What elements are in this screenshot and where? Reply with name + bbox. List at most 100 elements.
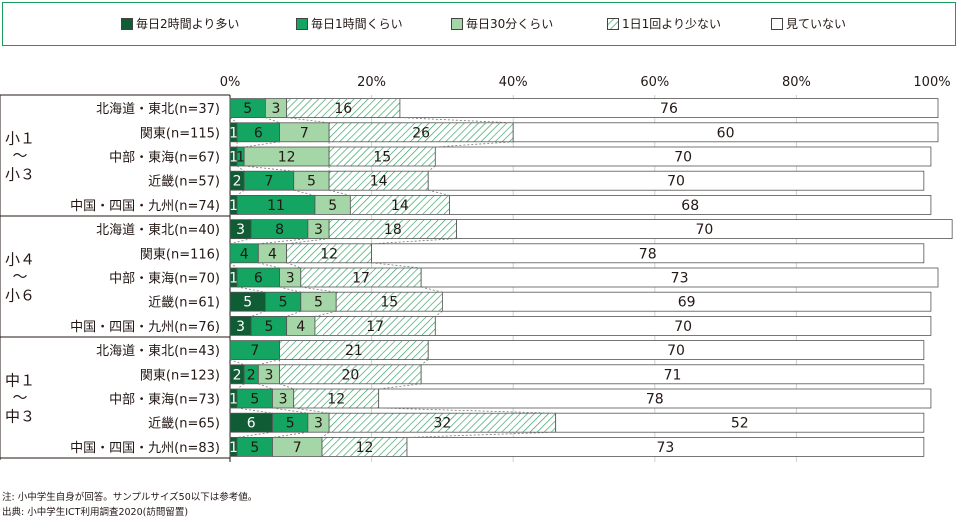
connector-line bbox=[371, 238, 457, 245]
connector-line bbox=[258, 262, 280, 269]
data-label: 7 bbox=[300, 125, 309, 141]
connector-line bbox=[272, 407, 308, 414]
connector-line bbox=[399, 117, 514, 124]
legend-item: 毎日1時間くらい bbox=[296, 15, 403, 32]
connector-line bbox=[279, 286, 301, 293]
connector-line bbox=[321, 431, 330, 438]
bar-segment bbox=[434, 315, 932, 336]
data-label: 3 bbox=[314, 222, 323, 238]
data-label: 1 bbox=[236, 150, 245, 166]
connector-line bbox=[286, 117, 330, 124]
group-label-sep: 〜 bbox=[12, 268, 27, 286]
data-label: 3 bbox=[279, 392, 288, 408]
connector-line bbox=[293, 189, 316, 196]
category-label: 近畿(n=57) bbox=[148, 175, 220, 190]
bar-segment bbox=[427, 170, 925, 191]
data-label: 18 bbox=[384, 222, 402, 238]
connector-line bbox=[378, 383, 422, 390]
data-label: 12 bbox=[320, 246, 338, 262]
connector-line bbox=[229, 238, 252, 245]
connector-line bbox=[286, 238, 330, 245]
data-label: 1 bbox=[229, 271, 238, 287]
data-label: 5 bbox=[307, 174, 316, 190]
category-label: 北海道・東北(n=40) bbox=[96, 222, 220, 238]
bar-segment bbox=[555, 412, 925, 433]
bar-segment bbox=[406, 436, 925, 457]
data-label: 5 bbox=[250, 440, 259, 456]
connector-line bbox=[371, 262, 422, 269]
data-label: 70 bbox=[667, 174, 685, 190]
connector-line bbox=[300, 286, 337, 293]
connector-line bbox=[272, 431, 308, 438]
connector-line bbox=[428, 165, 436, 172]
data-label: 21 bbox=[345, 343, 363, 359]
connector-line bbox=[329, 189, 351, 196]
data-label: 73 bbox=[657, 440, 675, 456]
data-label: 4 bbox=[268, 246, 277, 262]
connector-line bbox=[229, 262, 238, 269]
data-label: 17 bbox=[366, 319, 384, 335]
data-label: 17 bbox=[352, 271, 370, 287]
tick-label: 0% bbox=[220, 75, 241, 90]
connector-line bbox=[435, 310, 443, 317]
connector-line bbox=[236, 189, 245, 196]
connector-line bbox=[286, 262, 301, 269]
connector-line bbox=[236, 165, 245, 172]
data-label: 73 bbox=[671, 271, 689, 287]
connector-line bbox=[237, 286, 266, 293]
category-label: 中国・四国・九州(n=76) bbox=[70, 320, 220, 335]
data-label: 2 bbox=[233, 174, 242, 190]
data-label: 70 bbox=[674, 319, 692, 335]
tick-label: 40% bbox=[499, 75, 528, 90]
data-label: 26 bbox=[412, 125, 430, 141]
bar-segment bbox=[456, 219, 953, 240]
legend-swatch-1h bbox=[296, 17, 308, 30]
category-label: 中部・東海(n=73) bbox=[109, 392, 220, 408]
data-label: 5 bbox=[279, 295, 288, 311]
data-label: 3 bbox=[236, 319, 245, 335]
bar-segment bbox=[420, 267, 939, 288]
data-label: 2 bbox=[247, 367, 256, 383]
connector-line bbox=[265, 117, 280, 124]
data-label: 5 bbox=[243, 101, 252, 117]
connector-line bbox=[244, 165, 294, 172]
data-label: 1 bbox=[229, 198, 238, 214]
category-label: 中国・四国・九州(n=83) bbox=[70, 441, 220, 456]
category-labels: 北海道・東北(n=37) 関東(n=115) 中部・東海(n=67) 近畿(n=57)… bbox=[70, 101, 220, 456]
data-label: 4 bbox=[240, 246, 249, 262]
data-label: 14 bbox=[391, 198, 409, 214]
note-text: 注: 小中学生自身が回答。サンプルサイズ50以下は参考値。 bbox=[2, 492, 258, 503]
bar-segment bbox=[378, 388, 932, 409]
group-label-sep: 〜 bbox=[12, 147, 27, 165]
connector-line bbox=[258, 238, 308, 245]
data-label: 1 bbox=[229, 440, 238, 456]
data-label: 71 bbox=[664, 367, 682, 383]
data-label: 7 bbox=[264, 174, 273, 190]
data-label: 1 bbox=[229, 392, 238, 408]
bar-segment bbox=[427, 340, 925, 361]
data-label: 32 bbox=[433, 416, 451, 432]
data-label: 15 bbox=[373, 150, 391, 166]
source-text: 出典: 小中学生ICT利用調査2020(訪問留置) bbox=[2, 507, 189, 518]
data-label: 12 bbox=[356, 440, 374, 456]
data-label: 70 bbox=[667, 343, 685, 359]
data-label: 6 bbox=[254, 125, 263, 141]
legend-label: 1日1回より少ない bbox=[622, 17, 722, 31]
category-label: 中部・東海(n=67) bbox=[109, 150, 220, 166]
legend-item: 1日1回より少ない bbox=[607, 15, 721, 32]
category-label: 関東(n=123) bbox=[140, 367, 220, 383]
data-label: 5 bbox=[243, 295, 252, 311]
data-label: 12 bbox=[327, 392, 345, 408]
group-label-bottom: 中３ bbox=[5, 408, 35, 426]
legend-item: 毎日2時間より多い bbox=[121, 15, 239, 32]
connector-line bbox=[378, 407, 556, 414]
bar-segment bbox=[434, 146, 932, 167]
category-label: 関東(n=116) bbox=[140, 246, 220, 262]
data-label: 15 bbox=[380, 295, 398, 311]
category-label: 中部・東海(n=70) bbox=[109, 271, 220, 287]
data-label: 1 bbox=[229, 150, 238, 166]
data-label: 68 bbox=[681, 198, 699, 214]
data-label: 70 bbox=[674, 150, 692, 166]
legend-item: 見ていない bbox=[771, 15, 846, 32]
